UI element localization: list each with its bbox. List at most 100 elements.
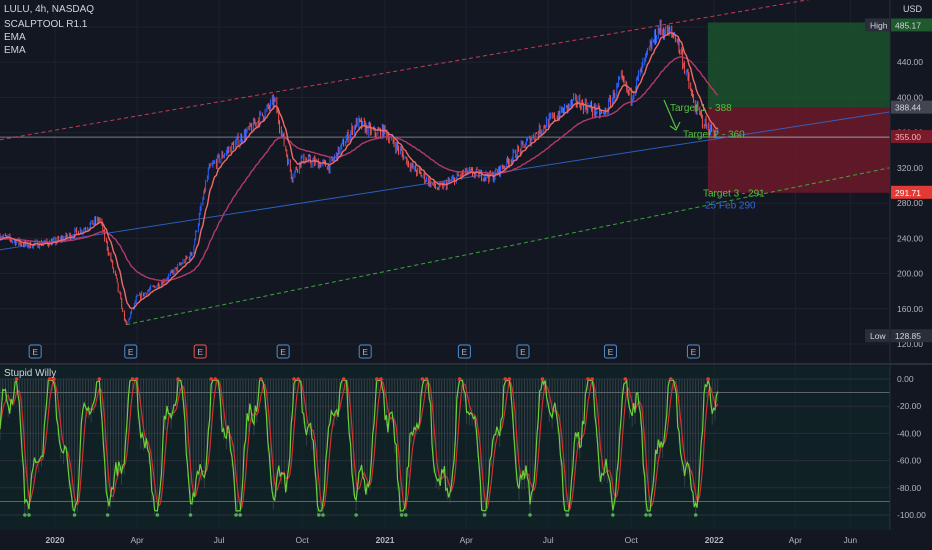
price-tag: 128.85 [895,331,921,341]
time-axis[interactable]: 2020 Apr Jul Oct 2021 Apr Jul Oct 2022 Apr Jun [46,535,858,545]
oversold-dot [27,513,31,517]
earnings-label: E [520,347,526,357]
overbought-dot [14,377,19,381]
oversold-dot [234,513,238,517]
earnings-marker[interactable]: E [686,344,700,359]
price-tick-label: 160.00 [897,304,923,314]
oversold-dot [404,513,408,517]
overbought-dot [669,377,673,381]
tag-label-bg [865,18,890,32]
price-tick-label: 440.00 [897,57,923,67]
oversold-dot [155,513,160,517]
earnings-badge [603,344,617,359]
earnings-badge [358,344,372,359]
osc-tick-label: -40.00 [897,428,921,438]
indicator-scalptool[interactable]: SCALPTOOL R1.1 [4,19,88,30]
time-tick-label: Jul [214,535,225,545]
osc-axis[interactable]: 0.00 -20.00 -40.00 -60.00 -80.00 -100.00 [897,374,926,520]
overbought-dot [213,377,218,381]
tag-label-bg [865,329,890,343]
earnings-marker[interactable]: E [358,344,372,359]
earnings-badge [516,344,530,359]
tag-label: High [870,20,888,30]
earnings-marker[interactable]: E [193,344,207,359]
overbought-dot [503,377,508,381]
overbought-dot [457,377,462,381]
price-tick-label: 320.00 [897,163,923,173]
time-tick-label: Oct [625,535,639,545]
earnings-label: E [32,347,38,357]
oversold-dot [72,513,77,517]
overbought-dot [209,377,213,381]
price-tag-bg [891,185,932,199]
price-tags: High 485.17 388.44 355.00 291.71 Low 128.85 [865,18,932,343]
oscillator-title[interactable]: Stupid Willy [4,368,57,379]
oversold-dot [23,513,27,517]
time-tick-label: Jun [843,535,857,545]
time-tick-label: 2020 [46,535,65,545]
overbought-dot [47,377,52,381]
earnings-label: E [362,347,368,357]
osc-tick-label: 0.00 [897,374,914,384]
price-tag: 291.71 [895,188,921,198]
overbought-dot [540,377,545,381]
ema-slow-line [0,56,719,282]
earnings-marker[interactable]: E [457,344,471,359]
overbought-dot [292,377,296,381]
osc-tick-label: -60.00 [897,456,921,466]
time-tick-label: 2022 [705,535,724,545]
target-annotations: Target 1 - 388 Target 2 - 360 Target 3 - 2… [663,99,765,211]
oversold-dot [354,513,358,517]
earnings-marker[interactable]: E [124,344,138,359]
target-label: 25 Feb 290 [705,200,756,211]
osc-grid [0,366,890,530]
trade-zones [0,22,890,193]
osc-tick-label: -80.00 [897,483,921,493]
channel-top-line [0,0,810,141]
symbol-title[interactable]: LULU, 4h, NASDAQ [4,4,95,15]
price-tick-label: 280.00 [897,198,923,208]
oversold-dot [482,513,487,517]
price-tick-label: 200.00 [897,269,923,279]
earnings-label: E [280,347,286,357]
time-tick-label: Jul [543,535,554,545]
earnings-marker[interactable]: E [276,344,290,359]
price-tick-label: 240.00 [897,233,923,243]
earnings-badge [686,344,700,359]
osc-bg [0,366,890,530]
earnings-label: E [197,347,203,357]
overbought-dot [590,377,594,381]
earnings-marker[interactable]: E [28,344,42,359]
oversold-dot [648,513,652,517]
overbought-dot [379,377,383,381]
price-axis[interactable]: 120.00160.00200.00240.00280.00320.00360.… [897,22,923,349]
channel-bottom-line [126,167,891,326]
earnings-label: E [462,347,468,357]
overbought-dot [134,377,139,381]
earnings-badge [276,344,290,359]
earnings-label: E [128,347,134,357]
osc-tick-label: -20.00 [897,401,921,411]
osc-main-line [0,378,719,512]
indicator-ema-1[interactable]: EMA [4,32,26,43]
currency-label[interactable]: USD [903,4,923,14]
indicator-ema-2[interactable]: EMA [4,45,26,56]
earnings-badge [124,344,138,359]
oversold-dot [611,513,615,517]
tag-label: Low [870,331,886,341]
osc-lines [0,378,719,512]
ema-lines [0,32,719,309]
overbought-dot [259,377,263,381]
earnings-label: E [608,347,614,357]
price-tag: 355.00 [895,132,921,142]
osc-tick-label: -100.00 [897,510,926,520]
price-tag-bg [891,130,932,144]
earnings-marker[interactable]: E [516,344,530,359]
oversold-dot [188,513,193,517]
earnings-marker[interactable]: E [603,344,617,359]
price-tick-label: 400.00 [897,92,923,102]
overbought-dot [375,377,379,381]
oversold-dot [528,513,532,517]
